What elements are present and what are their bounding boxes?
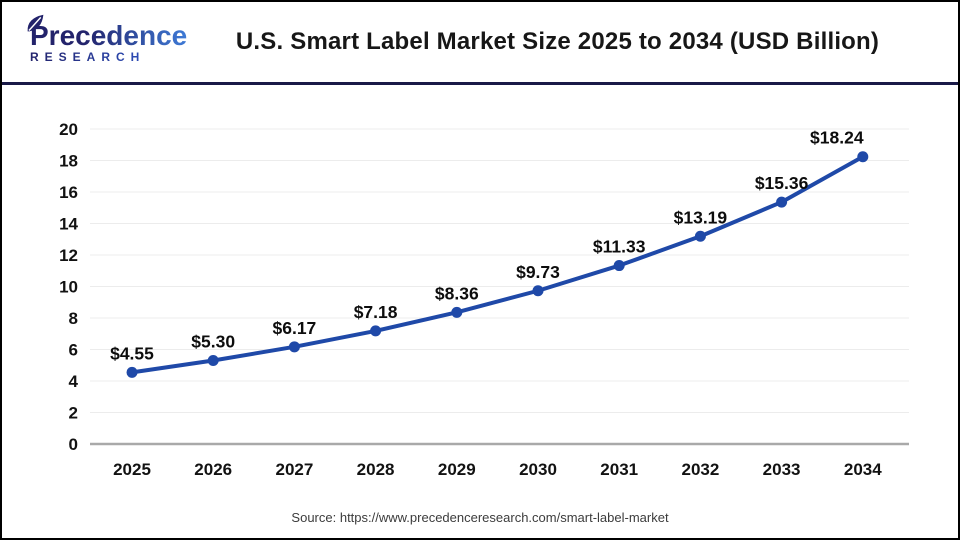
data-point (370, 325, 382, 337)
x-tick-label: 2031 (600, 460, 638, 479)
data-point (613, 260, 625, 272)
data-point-label: $6.17 (273, 318, 317, 338)
x-tick-label: 2025 (113, 460, 151, 479)
data-point-label: $18.24 (810, 128, 864, 148)
x-tick-label: 2032 (681, 460, 719, 479)
y-tick-label: 2 (69, 404, 78, 423)
y-tick-label: 0 (69, 435, 78, 454)
data-point-label: $7.18 (354, 302, 398, 322)
data-point (694, 230, 706, 242)
data-point (532, 285, 544, 297)
data-point (207, 355, 219, 367)
precedence-research-logo: Precedence RESEARCH (27, 14, 213, 63)
line-chart: 0 2 4 6 8 10 12 14 16 18 20 2025 2026 2027 2028 2029 203… (59, 120, 909, 479)
data-point-label: $11.33 (593, 237, 646, 257)
y-tick-label: 6 (69, 341, 78, 360)
data-point (857, 151, 869, 163)
data-point (451, 306, 463, 318)
data-point-label: $9.73 (516, 262, 560, 282)
y-tick-label: 4 (69, 372, 79, 391)
data-point (288, 341, 300, 353)
data-point-label: $13.19 (674, 207, 728, 227)
x-tick-label: 2027 (275, 460, 313, 479)
x-tick-label: 2033 (763, 460, 801, 479)
y-tick-label: 14 (59, 215, 78, 234)
x-tick-label: 2028 (357, 460, 395, 479)
y-tick-label: 18 (59, 152, 78, 171)
data-point-label: $15.36 (755, 173, 809, 193)
leaf-icon (27, 14, 44, 31)
series-line (130, 154, 865, 375)
x-tick-label: 2029 (438, 460, 476, 479)
data-point-label: $4.55 (110, 343, 154, 363)
x-tick-label: 2026 (194, 460, 232, 479)
chart-title: U.S. Smart Label Market Size 2025 to 203… (235, 28, 880, 55)
y-tick-label: 8 (69, 309, 78, 328)
x-tick-label: 2030 (519, 460, 557, 479)
y-tick-label: 16 (59, 183, 78, 202)
data-point (776, 196, 788, 208)
y-tick-label: 10 (59, 278, 78, 297)
source-attribution: Source: https://www.precedenceresearch.c… (291, 510, 669, 525)
x-tick-label: 2034 (844, 460, 882, 479)
data-point (126, 366, 138, 378)
data-point-label: $5.30 (191, 332, 235, 352)
header: Precedence RESEARCH U.S. Smart Label Mar… (2, 2, 958, 85)
y-tick-label: 20 (59, 120, 78, 139)
y-tick-label: 12 (59, 246, 78, 265)
logo-subtitle: RESEARCH (30, 51, 213, 63)
logo-wordmark: Precedence (30, 19, 188, 51)
data-point-label: $8.36 (435, 283, 479, 303)
